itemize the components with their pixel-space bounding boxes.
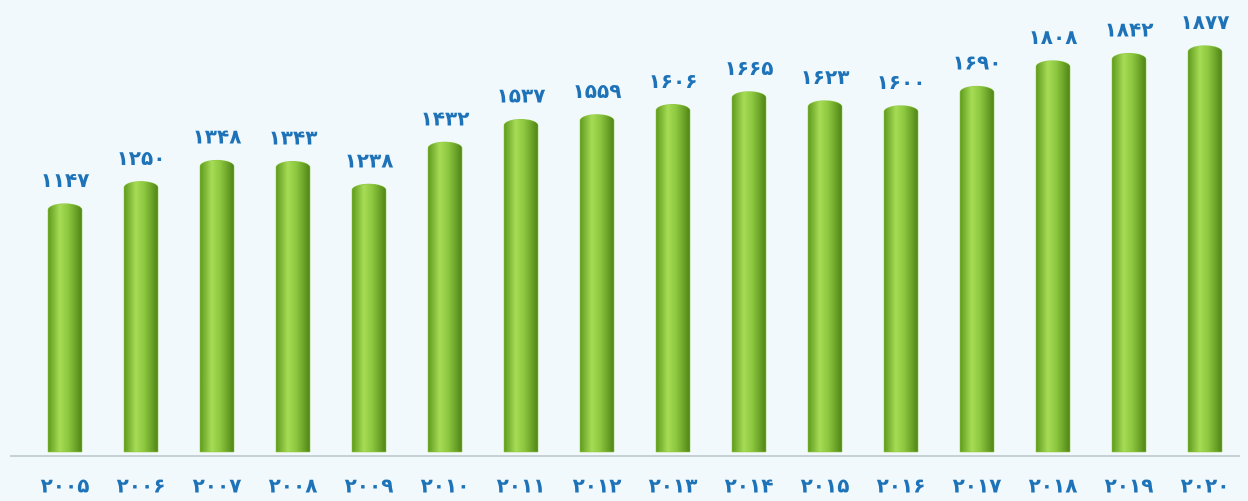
value-label: ۱۶۲۳ xyxy=(801,65,850,89)
value-label: ۱۸۰۸ xyxy=(1029,25,1078,49)
value-label: ۱۵۵۹ xyxy=(573,79,622,103)
x-tick-label: ۲۰۰۵ xyxy=(41,474,90,498)
x-tick-label: ۲۰۱۹ xyxy=(1105,474,1154,498)
value-label: ۱۸۷۷ xyxy=(1181,10,1230,34)
x-tick-label: ۲۰۱۳ xyxy=(649,474,698,498)
x-tick-label: ۲۰۰۷ xyxy=(193,474,242,498)
bar xyxy=(1111,52,1147,453)
x-tick-label: ۲۰۲۰ xyxy=(1181,474,1230,498)
bar xyxy=(959,85,995,453)
bar xyxy=(427,141,463,453)
bar xyxy=(199,159,235,453)
bar xyxy=(1035,60,1071,453)
x-tick-label: ۲۰۰۸ xyxy=(269,474,318,498)
value-label: ۱۳۴۳ xyxy=(269,126,318,150)
value-label: ۱۱۴۷ xyxy=(41,168,90,192)
value-label: ۱۶۹۰ xyxy=(953,51,1002,75)
value-label: ۱۵۳۷ xyxy=(497,84,546,108)
value-label: ۱۳۴۸ xyxy=(193,125,242,149)
bar xyxy=(579,114,615,453)
bar xyxy=(731,91,767,453)
value-label: ۱۲۳۸ xyxy=(345,148,394,172)
bar xyxy=(275,160,311,453)
x-tick-label: ۲۰۱۶ xyxy=(877,474,926,498)
bar xyxy=(351,183,387,453)
bar xyxy=(807,100,843,453)
value-label: ۱۶۰۰ xyxy=(877,70,926,94)
value-label: ۱۲۵۰ xyxy=(117,146,166,170)
x-tick-label: ۲۰۰۶ xyxy=(117,474,166,498)
x-tick-label: ۲۰۱۴ xyxy=(725,474,774,498)
value-label: ۱۸۴۲ xyxy=(1105,18,1154,42)
bar xyxy=(655,104,691,453)
x-tick-label: ۲۰۱۸ xyxy=(1029,474,1078,498)
x-tick-label: ۲۰۰۹ xyxy=(345,474,394,498)
value-label: ۱۶۶۵ xyxy=(725,56,774,80)
x-tick-label: ۲۰۱۵ xyxy=(801,474,850,498)
bar xyxy=(883,105,919,453)
x-tick-label: ۲۰۱۲ xyxy=(573,474,622,498)
bar xyxy=(1187,45,1223,453)
x-tick-label: ۲۰۱۰ xyxy=(421,474,470,498)
x-tick-label: ۲۰۱۷ xyxy=(953,474,1002,498)
x-tick-label: ۲۰۱۱ xyxy=(497,474,546,498)
value-label: ۱۶۰۶ xyxy=(649,69,698,93)
bar xyxy=(123,181,159,453)
bar xyxy=(47,203,83,453)
bar xyxy=(503,118,539,453)
value-label: ۱۴۳۲ xyxy=(421,106,470,130)
